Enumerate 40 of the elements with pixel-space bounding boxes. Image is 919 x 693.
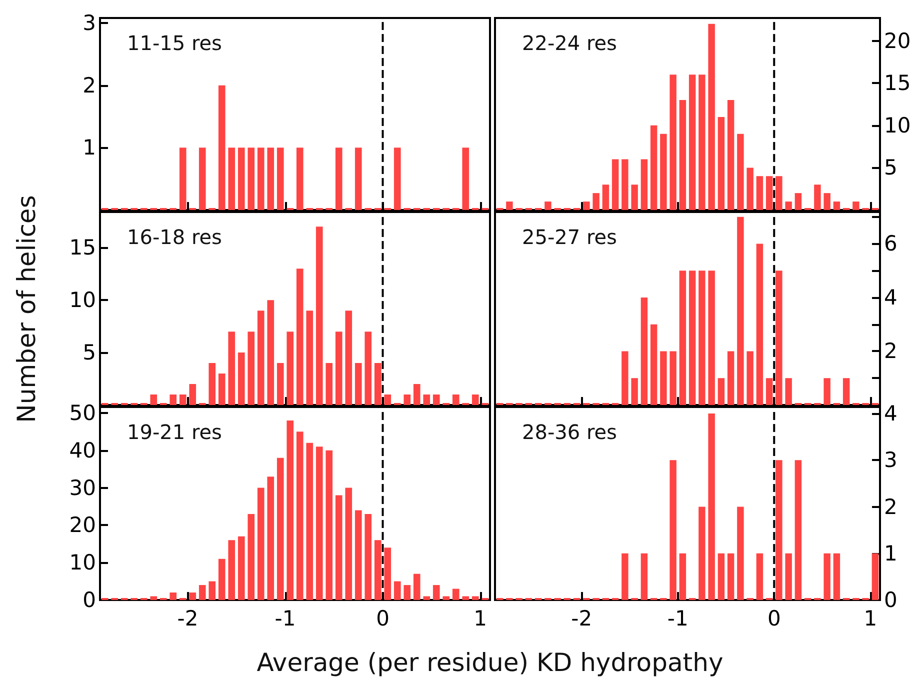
y-tick-label: 1 <box>82 136 96 160</box>
y-axis-title: Number of helices <box>12 194 42 425</box>
text: 19-21 res <box>127 420 222 444</box>
x-tick-label: 1 <box>864 606 878 630</box>
text: 28-36 res <box>522 420 617 444</box>
y-tick-label: 3 <box>82 10 96 35</box>
y-tick-label: 50 <box>69 400 96 425</box>
text: 25-27 res <box>522 225 617 249</box>
x-tick-label: -2 <box>177 606 198 630</box>
y-tick-label: 20 <box>69 513 96 538</box>
y-tick-label: 2 <box>884 494 898 519</box>
x-tick-label: 1 <box>474 606 487 630</box>
text: 16-18 res <box>127 225 222 249</box>
y-tick-label: 2 <box>82 73 96 98</box>
y-tick-label: 5 <box>884 156 898 180</box>
y-tick-label: 6 <box>884 232 898 256</box>
x-tick-label: 0 <box>767 606 781 630</box>
x-tick-label: -2 <box>571 606 592 630</box>
x-tick-label: -1 <box>274 606 296 630</box>
text: 11-15 res <box>127 31 222 55</box>
y-tick-label: 2 <box>884 339 898 364</box>
y-tick-label: 1 <box>884 541 898 566</box>
y-tick-label: 15 <box>884 71 911 96</box>
y-tick-label: 0 <box>884 588 898 612</box>
y-tick-label: 40 <box>69 438 96 462</box>
x-tick-label: 0 <box>376 606 390 630</box>
text: 22-24 res <box>522 31 617 55</box>
y-tick-label: 30 <box>69 476 96 500</box>
y-tick-label: 10 <box>69 550 96 575</box>
y-tick-label: 20 <box>884 28 911 53</box>
x-axis-title: Average (per residue) KD hydropathy <box>256 648 724 677</box>
y-tick-label: 5 <box>82 340 96 365</box>
y-tick-label: 10 <box>884 113 911 138</box>
y-tick-label: 10 <box>69 288 96 312</box>
y-tick-label: 4 <box>884 402 898 426</box>
y-tick-label: 15 <box>69 236 96 260</box>
y-tick-label: 0 <box>82 588 96 612</box>
y-tick-label: 4 <box>884 285 898 310</box>
y-tick-label: 3 <box>884 448 898 472</box>
x-tick-label: -1 <box>667 606 688 630</box>
